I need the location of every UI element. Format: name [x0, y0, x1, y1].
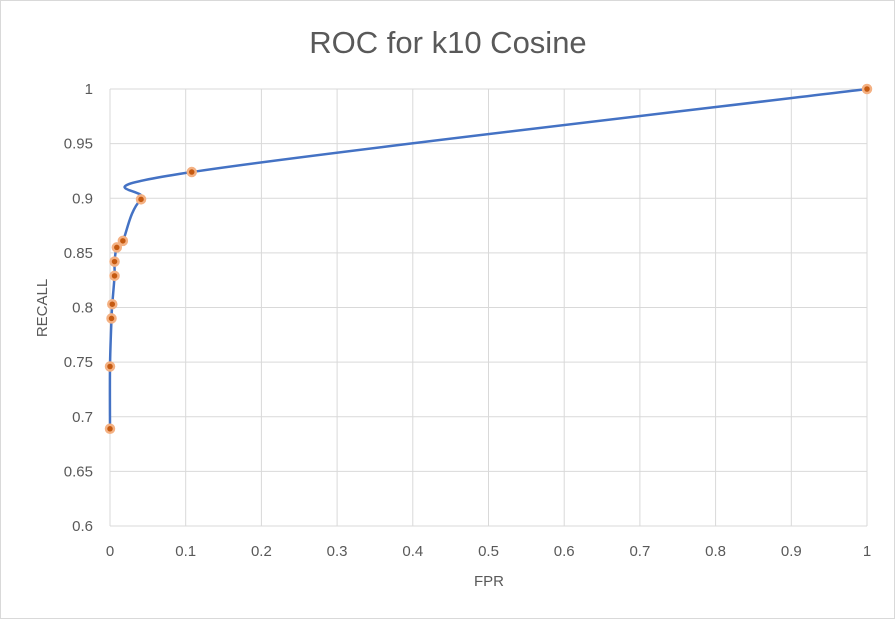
- data-point-10: [861, 83, 873, 95]
- data-point-5: [109, 256, 120, 267]
- x-tick-label: 1: [863, 543, 871, 560]
- x-tick-label: 0.2: [251, 543, 272, 560]
- data-point-0: [104, 423, 116, 435]
- y-tick-label: 0.9: [72, 190, 93, 207]
- x-tick-label: 0: [106, 543, 114, 560]
- x-tick-label: 0.4: [402, 543, 423, 560]
- y-tick-label: 0.7: [72, 409, 93, 426]
- y-tick-label: 0.75: [64, 354, 93, 371]
- y-tick-label: 0.6: [72, 518, 93, 535]
- x-tick-label: 0.6: [554, 543, 575, 560]
- x-tick-label: 0.1: [175, 543, 196, 560]
- y-tick-label: 0.8: [72, 300, 93, 317]
- x-tick-label: 0.3: [327, 543, 348, 560]
- gridlines: [109, 88, 868, 527]
- data-point-7: [117, 235, 129, 247]
- data-point-markers: [104, 83, 873, 435]
- y-tick-label: 0.65: [64, 463, 93, 480]
- data-point-9: [186, 166, 198, 178]
- y-tick-label: 0.95: [64, 136, 93, 153]
- data-point-2: [106, 313, 117, 324]
- data-point-1: [104, 361, 116, 372]
- x-tick-label: 0.7: [629, 543, 650, 560]
- x-axis-title: FPR: [474, 573, 504, 590]
- x-tick-label: 0.5: [478, 543, 499, 560]
- x-axis-tick-labels: 0 0.1 0.2 0.3 0.4 0.5 0.6 0.7 0.8 0.9 1: [106, 543, 871, 560]
- y-axis-tick-labels: 0.6 0.65 0.7 0.75 0.8 0.85 0.9 0.95 1: [64, 81, 93, 535]
- data-point-8: [135, 194, 147, 205]
- data-point-4: [109, 270, 120, 282]
- y-axis-title: RECALL: [34, 279, 51, 337]
- x-tick-label: 0.8: [705, 543, 726, 560]
- chart-title: ROC for k10 Cosine: [309, 25, 586, 60]
- data-point-6: [111, 242, 123, 253]
- data-point-3: [107, 298, 118, 310]
- y-tick-label: 0.85: [64, 245, 93, 262]
- x-tick-label: 0.9: [781, 543, 802, 560]
- y-tick-label: 1: [85, 81, 93, 98]
